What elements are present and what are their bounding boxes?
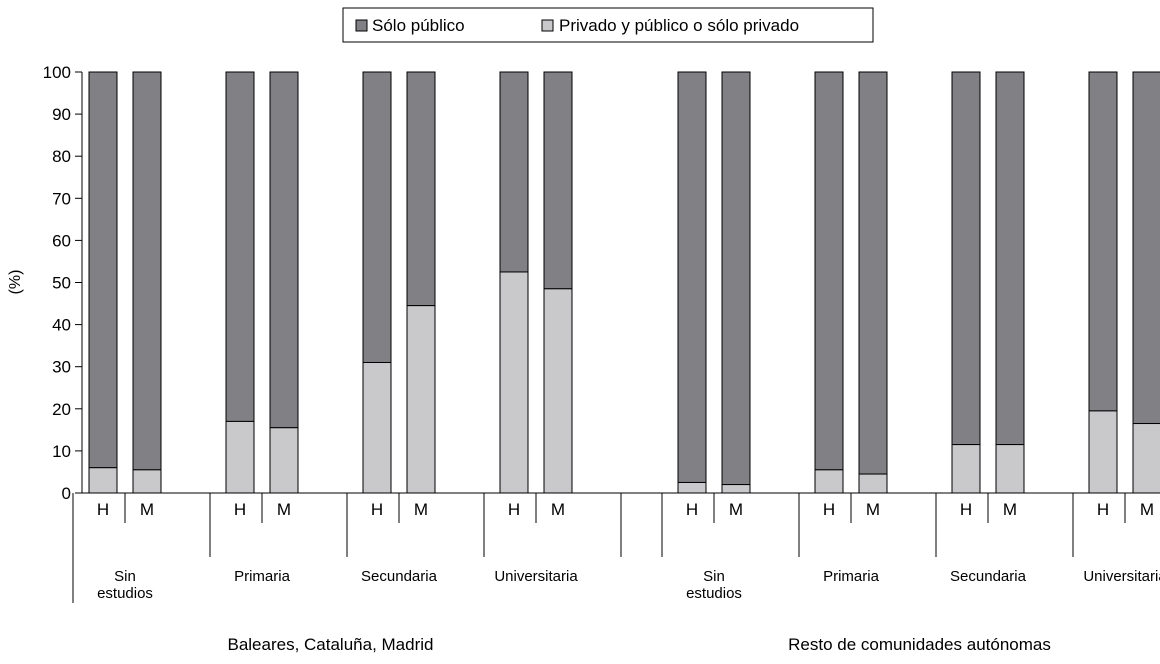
bar-segment-publico bbox=[1132, 71, 1160, 425]
bars bbox=[88, 71, 1160, 494]
y-tick-label: 90 bbox=[52, 105, 71, 124]
bar-segment-privado bbox=[814, 469, 844, 494]
bar-segment-privado bbox=[721, 484, 751, 494]
y-axis: 0 10 20 30 40 50 60 70 80 90 100 bbox=[43, 63, 83, 503]
category-label: Secundaria bbox=[950, 568, 1027, 585]
y-tick-label: 0 bbox=[62, 484, 71, 503]
category-label: Universitaria bbox=[1083, 568, 1160, 585]
bar-segment-publico bbox=[677, 71, 707, 483]
category-label: Sin bbox=[703, 568, 725, 585]
sex-label: M bbox=[551, 500, 565, 519]
y-tick-label: 70 bbox=[52, 189, 71, 208]
sex-label: M bbox=[414, 500, 428, 519]
legend: Sólo público Privado y público o sólo pr… bbox=[342, 7, 874, 43]
group-label: Resto de comunidades autónomas bbox=[788, 635, 1051, 654]
y-axis-label: (%) bbox=[7, 270, 24, 295]
bar-segment-privado bbox=[1088, 410, 1118, 494]
bar-segment-privado bbox=[362, 361, 392, 494]
y-tick-label: 50 bbox=[52, 274, 71, 293]
bar-segment-publico bbox=[406, 71, 436, 307]
bar-segment-publico bbox=[858, 71, 888, 475]
legend-swatch-publico bbox=[355, 19, 368, 32]
bar-segment-publico bbox=[362, 71, 392, 363]
sex-label: M bbox=[866, 500, 880, 519]
bar-segment-privado bbox=[406, 305, 436, 494]
sex-label: M bbox=[140, 500, 154, 519]
y-tick-label: 100 bbox=[43, 63, 71, 82]
sex-label: M bbox=[1140, 500, 1154, 519]
y-tick-label: 30 bbox=[52, 358, 71, 377]
sex-label: H bbox=[97, 500, 109, 519]
legend-label-privado: Privado y público o sólo privado bbox=[559, 16, 799, 35]
sex-label: H bbox=[234, 500, 246, 519]
bar-segment-privado bbox=[269, 427, 299, 494]
bar-segment-privado bbox=[225, 420, 255, 494]
sex-label: H bbox=[686, 500, 698, 519]
bar-segment-privado bbox=[88, 467, 118, 494]
bar-segment-publico bbox=[225, 71, 255, 422]
y-tick-label: 10 bbox=[52, 442, 71, 461]
bar-segment-publico bbox=[269, 71, 299, 429]
bar-segment-privado bbox=[499, 271, 529, 494]
bar-segment-publico bbox=[132, 71, 162, 471]
category-label: estudios bbox=[686, 585, 742, 602]
category-label: Primaria bbox=[234, 568, 290, 585]
bar-segment-privado bbox=[677, 481, 707, 494]
sex-label: H bbox=[371, 500, 383, 519]
bar-segment-publico bbox=[814, 71, 844, 471]
legend-swatch-privado bbox=[541, 19, 554, 32]
legend-label-publico: Sólo público bbox=[372, 16, 465, 35]
bar-segment-publico bbox=[543, 71, 573, 290]
category-label: Universitaria bbox=[494, 568, 578, 585]
y-tick-label: 40 bbox=[52, 316, 71, 335]
sex-label: M bbox=[277, 500, 291, 519]
sex-label: H bbox=[1097, 500, 1109, 519]
bar-segment-publico bbox=[951, 71, 981, 446]
bar-segment-publico bbox=[995, 71, 1025, 446]
group-label: Baleares, Cataluña, Madrid bbox=[227, 635, 433, 654]
bar-segment-publico bbox=[721, 71, 751, 486]
y-tick-label: 20 bbox=[52, 400, 71, 419]
bar-segment-privado bbox=[543, 288, 573, 494]
y-tick-label: 60 bbox=[52, 231, 71, 250]
bar-segment-publico bbox=[1088, 71, 1118, 412]
legend-box bbox=[342, 7, 874, 43]
bar-segment-privado bbox=[132, 469, 162, 494]
sex-label: M bbox=[729, 500, 743, 519]
category-label: Sin bbox=[114, 568, 136, 585]
sex-label: H bbox=[823, 500, 835, 519]
category-label: Primaria bbox=[823, 568, 879, 585]
category-label: Secundaria bbox=[361, 568, 438, 585]
category-label: estudios bbox=[97, 585, 153, 602]
sex-label: M bbox=[1003, 500, 1017, 519]
bar-segment-publico bbox=[499, 71, 529, 273]
bar-segment-privado bbox=[951, 444, 981, 494]
bar-segment-privado bbox=[995, 444, 1025, 494]
bar-segment-publico bbox=[88, 71, 118, 469]
sex-label: H bbox=[960, 500, 972, 519]
bar-segment-privado bbox=[858, 473, 888, 494]
y-tick-label: 80 bbox=[52, 147, 71, 166]
sex-label: H bbox=[508, 500, 520, 519]
bar-segment-privado bbox=[1132, 423, 1160, 494]
